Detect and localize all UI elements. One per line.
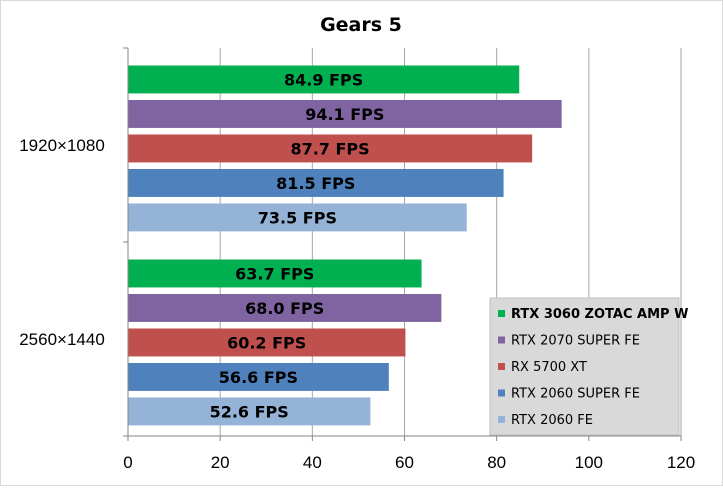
bar-value-label: 63.7 FPS: [235, 264, 314, 283]
x-tick-label: 60: [395, 453, 414, 472]
bar: [128, 168, 504, 197]
bar-value-label: 94.1 FPS: [305, 105, 384, 124]
bar: [128, 134, 533, 163]
bar-labels: 84.9 FPS 94.1 FPS 87.7 FPS 81.5 FPS 73.5 FPS…: [210, 70, 385, 421]
x-tick-label: 80: [487, 453, 506, 472]
legend-swatch: [498, 416, 505, 423]
bar: [128, 362, 389, 391]
bar-value-label: 84.9 FPS: [284, 70, 363, 89]
x-tick-label: 100: [575, 453, 603, 472]
category-label: 2560×1440: [19, 330, 105, 349]
legend-swatch: [498, 336, 505, 344]
legend-entry: RTX 3060 ZOTAC AMP W: [511, 307, 688, 322]
bar: [128, 397, 371, 426]
legend: RTX 3060 ZOTAC AMP W RTX 2070 SUPER FE RX …: [489, 297, 688, 436]
bar: [128, 293, 442, 322]
legend-entry: RTX 2060 FE: [511, 413, 593, 428]
bar-value-label: 52.6 FPS: [210, 402, 289, 421]
bar-value-label: 73.5 FPS: [258, 208, 337, 227]
x-axis-ticks: 0 20 40 60 80 100 120: [123, 436, 695, 472]
bar-value-label: 56.6 FPS: [219, 368, 298, 387]
bar-value-label: 87.7 FPS: [290, 139, 369, 158]
legend-box: [489, 297, 680, 436]
legend-swatch: [498, 363, 505, 370]
x-tick-label: 40: [303, 453, 322, 472]
bar-value-label: 68.0 FPS: [245, 299, 324, 318]
x-tick-label: 0: [123, 453, 132, 472]
bar: [128, 259, 422, 288]
x-tick-label: 120: [667, 453, 695, 472]
bar: [128, 99, 562, 128]
legend-swatch: [498, 389, 505, 397]
legend-swatch: [498, 310, 505, 317]
x-tick-label: 20: [211, 453, 230, 472]
legend-entry: RX 5700 XT: [511, 360, 587, 375]
category-label: 1920×1080: [19, 136, 105, 155]
chart-title: Gears 5: [320, 14, 402, 36]
bar-value-label: 81.5 FPS: [276, 174, 355, 193]
bar: [128, 203, 467, 232]
category-labels: 1920×1080 2560×1440: [19, 136, 105, 349]
legend-entry: RTX 2070 SUPER FE: [511, 334, 640, 349]
bars: [128, 65, 562, 426]
bar-value-label: 60.2 FPS: [227, 333, 306, 352]
bar: [128, 328, 406, 357]
bar: [128, 65, 520, 94]
legend-entry: RTX 2060 SUPER FE: [511, 387, 640, 402]
